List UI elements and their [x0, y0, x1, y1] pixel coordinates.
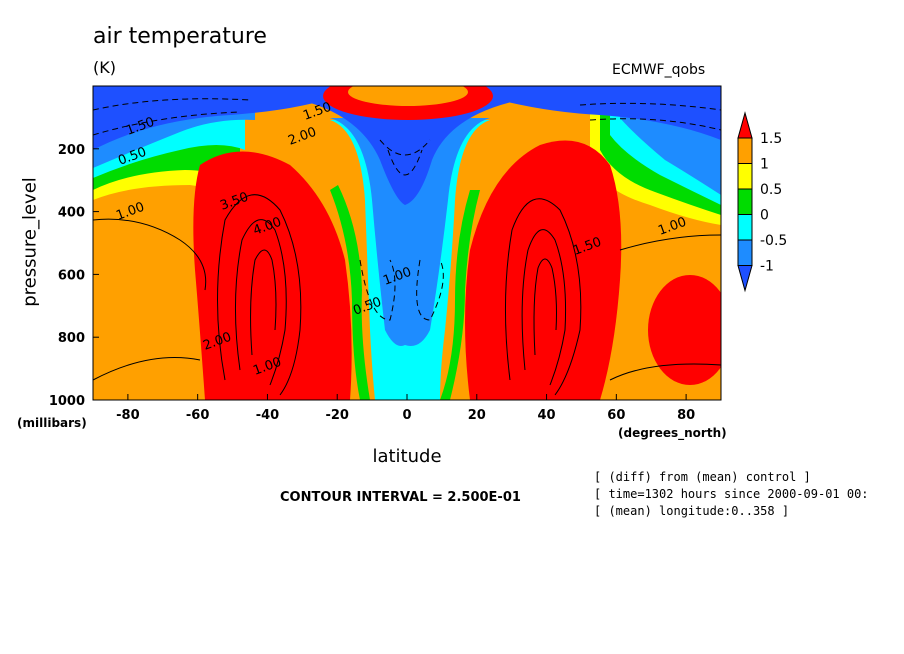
contour-line [533, 258, 557, 356]
fill-green-left-inner [330, 185, 370, 400]
dataset-label: ECMWF_qobs [612, 62, 706, 78]
x-tick-label: 80 [677, 408, 695, 423]
contour-line [504, 198, 582, 396]
dashed-contour-line [359, 259, 396, 321]
x-tick-label: 40 [538, 408, 556, 423]
colorbar-label: 0 [760, 208, 769, 224]
colorbar-swatch [737, 265, 753, 293]
dashed-contour-line [589, 118, 721, 131]
x-axis-label: latitude [372, 446, 442, 467]
colorbar-swatch [737, 163, 753, 190]
fill-darkblue-top [93, 86, 721, 150]
chart-title: air temperature [93, 24, 267, 49]
y-axis-units: (millibars) [17, 416, 87, 430]
contour-line [619, 234, 721, 251]
y-tick-label: 400 [58, 206, 85, 221]
colorbar-label: 1 [760, 157, 769, 173]
y-tick-label: 800 [58, 331, 85, 346]
colorbar: 1.5 1 0.5 0 -0.5 -1 [737, 111, 787, 293]
contour-line [93, 357, 201, 381]
colorbar-label: 1.5 [760, 131, 782, 147]
fill-orange-top-center [348, 86, 468, 106]
fill-red-right-lower [648, 275, 721, 385]
dashed-contour-line [379, 139, 431, 156]
x-tick-label: -80 [116, 408, 140, 423]
colorbar-swatch [737, 137, 753, 164]
colorbar-label: 0.5 [760, 182, 782, 198]
contour-field: 1.000.501.502.001.001.502.004.003.501.00… [93, 86, 721, 400]
x-tick-label: 0 [402, 408, 411, 423]
contour-interval-text: CONTOUR INTERVAL = 2.500E-01 [280, 490, 521, 505]
dashed-contour-lines [93, 98, 721, 321]
y-tick-label: 1000 [49, 394, 85, 409]
fill-red-left-jet [193, 151, 352, 400]
contour-line [521, 229, 567, 386]
colorbar-swatch [737, 188, 753, 215]
dashed-contour-line [416, 259, 444, 321]
contour-line [93, 218, 207, 291]
fill-blue-center [330, 118, 490, 346]
dashed-contour-line [93, 98, 251, 111]
colorbar-swatch [737, 239, 753, 266]
fill-green-right-inner [440, 190, 480, 400]
colorbar-swatch [737, 214, 753, 241]
colorbar-label: -0.5 [760, 233, 787, 249]
colorbar-swatch [737, 111, 753, 139]
x-tick-label: 60 [607, 408, 625, 423]
contour-line [217, 194, 302, 396]
colorbar-label: -1 [760, 259, 774, 275]
y-tick-label: 600 [58, 268, 85, 283]
contour-line [609, 363, 721, 381]
contour-line [250, 249, 277, 356]
dashed-contour-line [387, 149, 423, 176]
longitude-note: [ (mean) longitude:0..358 ] [594, 504, 790, 518]
dashed-contour-line [93, 111, 241, 136]
x-tick-label: -20 [325, 408, 349, 423]
y-tick-label: 200 [58, 143, 85, 158]
x-tick-label: 20 [468, 408, 486, 423]
diff-note: [ (diff) from (mean) control ] [594, 470, 811, 484]
dashed-contour-line [579, 102, 721, 111]
chart-units: (K) [93, 58, 116, 77]
x-axis-units: (degrees_north) [618, 426, 727, 440]
x-axis-ticks: -80 -60 -40 -20 0 20 40 60 80 [116, 394, 695, 423]
y-axis-ticks: 200 400 600 800 1000 [49, 143, 99, 409]
x-tick-label: -60 [186, 408, 210, 423]
contour-line [234, 219, 287, 386]
fill-darkblue-center [300, 86, 520, 205]
contour-lines [93, 194, 721, 396]
x-tick-label: -40 [256, 408, 280, 423]
time-note: [ time=1302 hours since 2000-09-01 00: [594, 487, 869, 501]
fill-red-right-jet [465, 140, 622, 400]
